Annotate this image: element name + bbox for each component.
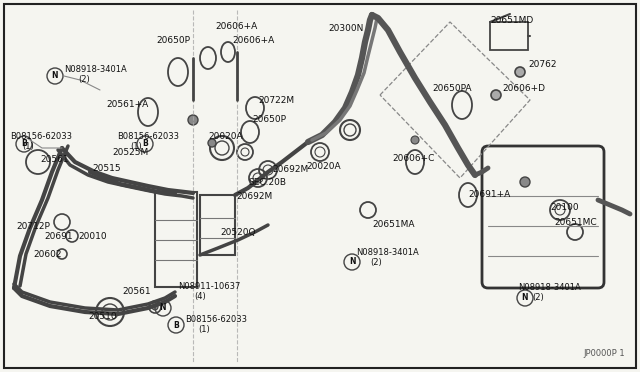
Text: 20515: 20515: [92, 164, 120, 173]
Text: N08918-3401A: N08918-3401A: [518, 283, 580, 292]
Text: 20525M: 20525M: [112, 148, 148, 157]
Text: 20606+A: 20606+A: [215, 22, 257, 31]
Text: 20561: 20561: [40, 155, 68, 164]
Circle shape: [208, 139, 216, 147]
Circle shape: [515, 67, 525, 77]
Text: B08156-62033: B08156-62033: [117, 132, 179, 141]
Text: (2): (2): [532, 293, 544, 302]
Text: 20606+D: 20606+D: [502, 84, 545, 93]
Text: 20762: 20762: [528, 60, 557, 69]
Text: 20692M: 20692M: [272, 165, 308, 174]
Text: 20020A: 20020A: [208, 132, 243, 141]
Text: (1): (1): [130, 142, 141, 151]
Circle shape: [491, 90, 501, 100]
Text: (1): (1): [198, 325, 210, 334]
Text: SEC.20B: SEC.20B: [248, 178, 286, 187]
Text: (2): (2): [78, 75, 90, 84]
Text: N: N: [349, 257, 355, 266]
Text: 20651MC: 20651MC: [554, 218, 596, 227]
Text: JP0000P 1: JP0000P 1: [584, 349, 625, 358]
Bar: [155, 192, 197, 287]
Text: 20100: 20100: [550, 203, 579, 212]
Text: N: N: [52, 71, 58, 80]
Text: 20712P: 20712P: [16, 222, 50, 231]
Text: 20650P: 20650P: [252, 115, 286, 124]
Text: 20020A: 20020A: [306, 162, 340, 171]
Text: 20300N: 20300N: [328, 24, 364, 33]
Circle shape: [152, 304, 158, 310]
Text: (4): (4): [194, 292, 205, 301]
Text: B: B: [173, 321, 179, 330]
Text: 20510: 20510: [88, 312, 116, 321]
Text: N08918-3401A: N08918-3401A: [64, 65, 127, 74]
Bar: [200, 195, 235, 255]
Text: 20691: 20691: [44, 232, 72, 241]
Text: 20722M: 20722M: [258, 96, 294, 105]
Text: N: N: [522, 294, 528, 302]
Text: N08911-10637: N08911-10637: [178, 282, 241, 291]
Text: 20650P: 20650P: [156, 36, 190, 45]
Text: B: B: [21, 140, 27, 148]
Text: N: N: [160, 304, 166, 312]
Text: 20650PA: 20650PA: [432, 84, 472, 93]
Circle shape: [411, 136, 419, 144]
Text: 20606+C: 20606+C: [392, 154, 435, 163]
Text: B: B: [142, 140, 148, 148]
Text: 20520Q: 20520Q: [220, 228, 255, 237]
Circle shape: [520, 177, 530, 187]
Text: (2): (2): [370, 258, 381, 267]
Text: 20010: 20010: [78, 232, 107, 241]
Text: 20606+A: 20606+A: [232, 36, 275, 45]
Text: 20602: 20602: [33, 250, 61, 259]
Text: 20692M: 20692M: [236, 192, 272, 201]
Bar: [490, 22, 528, 50]
Circle shape: [188, 115, 198, 125]
Text: (1): (1): [22, 142, 34, 151]
Text: N08918-3401A: N08918-3401A: [356, 248, 419, 257]
Text: B08156-62033: B08156-62033: [185, 315, 247, 324]
Text: 20561+A: 20561+A: [106, 100, 148, 109]
Text: B08156-62033: B08156-62033: [10, 132, 72, 141]
Text: 20691+A: 20691+A: [468, 190, 510, 199]
Text: 20651MA: 20651MA: [372, 220, 415, 229]
Text: 20561: 20561: [122, 287, 150, 296]
Text: 20651MD: 20651MD: [490, 16, 533, 25]
